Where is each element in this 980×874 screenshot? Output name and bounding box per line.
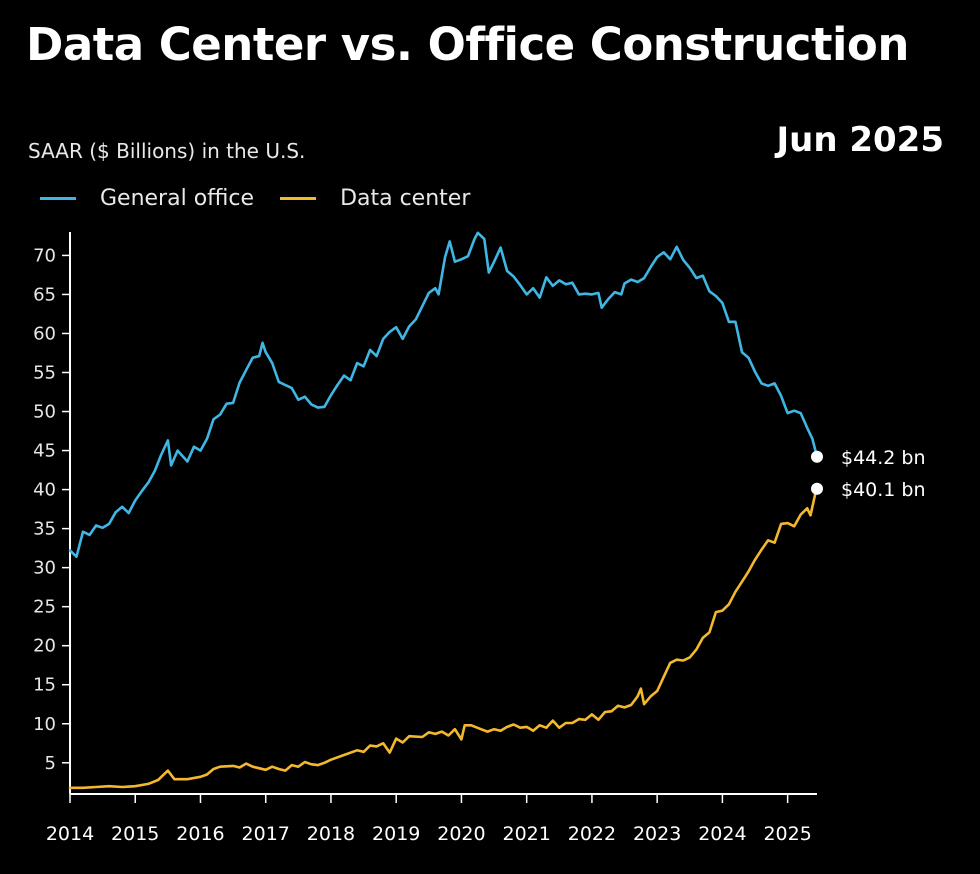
legend-label-general-office: General office — [100, 185, 255, 211]
x-tick-label: 2025 — [763, 823, 811, 845]
y-tick-label: 35 — [33, 519, 56, 540]
date-stamp: Jun 2025 — [776, 120, 944, 160]
y-tick-label: 50 — [33, 402, 56, 423]
series-line-data-center — [68, 487, 819, 790]
x-tick-label: 2016 — [176, 823, 224, 845]
series-lines — [68, 231, 819, 790]
end-point-data-center — [811, 482, 823, 495]
chart-subtitle: SAAR ($ Billions) in the U.S. — [28, 139, 306, 163]
y-tick-label: 10 — [33, 714, 56, 735]
x-tick-label: 2022 — [568, 823, 616, 845]
y-tick-label: 60 — [33, 323, 56, 344]
y-tick-label: 15 — [33, 675, 56, 696]
legend: General office Data center — [40, 184, 496, 212]
x-tick-label: 2017 — [242, 823, 290, 845]
y-axis: 5 10 15 20 25 30 35 40 45 50 55 60 65 70 — [33, 232, 71, 794]
chart-title: Data Center vs. Office Construction — [26, 18, 909, 71]
legend-label-data-center: Data center — [340, 185, 471, 211]
y-tick-label: 5 — [45, 753, 56, 774]
legend-item-general-office: General office — [40, 186, 254, 211]
x-tick-label: 2021 — [503, 823, 551, 845]
legend-swatch-general-office — [40, 196, 76, 200]
y-tick-label: 20 — [33, 636, 56, 657]
end-markers: $44.2 bn $40.1 bn — [811, 447, 926, 501]
legend-swatch-data-center — [280, 196, 317, 200]
x-axis: 2014 2015 2016 2017 2018 2019 2020 2021 2022 2023… — [46, 793, 817, 845]
y-tick-label: 25 — [33, 597, 56, 618]
x-tick-label: 2015 — [111, 823, 159, 845]
x-tick-label: 2014 — [46, 823, 94, 845]
y-tick-label: 65 — [33, 284, 56, 305]
y-tick-label: 30 — [33, 558, 56, 579]
end-label-data-center: $40.1 bn — [841, 479, 926, 501]
x-tick-label: 2023 — [633, 823, 681, 845]
series-line-general-office — [68, 231, 819, 559]
x-tick-label: 2024 — [698, 823, 746, 845]
y-tick-label: 40 — [33, 480, 56, 501]
y-tick-label: 45 — [33, 441, 56, 462]
y-tick-label: 70 — [33, 245, 56, 266]
y-tick-label: 55 — [33, 363, 56, 384]
legend-item-data-center: Data center — [280, 186, 470, 211]
x-tick-label: 2019 — [372, 823, 420, 845]
end-point-general-office — [811, 450, 823, 463]
x-tick-label: 2018 — [307, 823, 355, 845]
end-label-general-office: $44.2 bn — [841, 447, 926, 469]
x-tick-label: 2020 — [437, 823, 485, 845]
